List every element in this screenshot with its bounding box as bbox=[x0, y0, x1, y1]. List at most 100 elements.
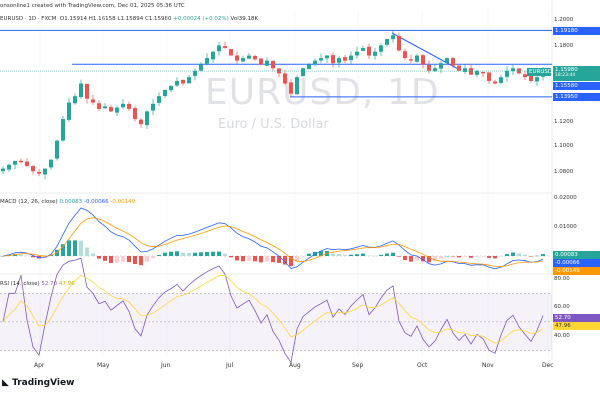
candle-body bbox=[199, 64, 203, 71]
candle-body bbox=[25, 161, 29, 167]
macd-histogram-bar bbox=[139, 256, 143, 266]
candle-body bbox=[241, 58, 245, 62]
macd-histogram-bar bbox=[505, 254, 509, 256]
candle-body bbox=[289, 82, 293, 94]
macd-histogram-bar bbox=[373, 255, 377, 257]
macd-histogram-bar bbox=[193, 252, 197, 256]
candle-body bbox=[433, 68, 437, 72]
candle-body bbox=[427, 64, 431, 71]
candle-body bbox=[127, 103, 131, 109]
candle-body bbox=[349, 55, 353, 61]
macd-histogram-bar bbox=[541, 254, 545, 256]
macd-histogram-bar bbox=[289, 256, 293, 267]
candle-body bbox=[475, 70, 479, 75]
macd-histogram-bar bbox=[31, 256, 35, 258]
candle-body bbox=[523, 74, 527, 78]
candle-body bbox=[469, 68, 473, 75]
candle-body bbox=[115, 107, 119, 113]
candle-body bbox=[481, 71, 485, 74]
macd-histogram-bar bbox=[1, 256, 5, 257]
macd-histogram-bar bbox=[499, 256, 503, 257]
macd-histogram-bar bbox=[301, 256, 305, 257]
macd-histogram-bar bbox=[421, 256, 425, 262]
candle-body bbox=[331, 55, 335, 64]
macd-histogram-bar bbox=[67, 240, 71, 256]
macd-histogram-bar bbox=[535, 255, 539, 257]
candle-body bbox=[415, 55, 419, 62]
symbol[interactable]: EURUSD · 1D · FXCM bbox=[0, 16, 57, 22]
month-label: Oct bbox=[417, 362, 428, 369]
candle-body bbox=[319, 58, 323, 61]
macd-histogram-bar bbox=[307, 253, 311, 256]
candle-body bbox=[139, 119, 143, 125]
macd-histogram-bar bbox=[205, 251, 209, 256]
candle-body bbox=[325, 55, 329, 59]
candle-body bbox=[445, 58, 449, 64]
price-tick: 1.2000 bbox=[554, 17, 574, 23]
candle-body bbox=[247, 55, 251, 59]
candle-body bbox=[421, 55, 425, 65]
rsi-label[interactable]: RSI (14, close) bbox=[0, 281, 40, 287]
candle-body bbox=[169, 86, 173, 91]
change: +0.00024 (+0.02%) bbox=[173, 16, 229, 22]
candle-body bbox=[19, 160, 23, 163]
candle-body bbox=[163, 89, 167, 97]
price-tick: 1.0800 bbox=[554, 169, 574, 175]
candle-body bbox=[157, 96, 161, 103]
macd-histogram-bar bbox=[265, 256, 269, 262]
rsi-legend: RSI (14, close) 52.70 47.96 bbox=[0, 281, 75, 287]
macd-histogram-bar bbox=[91, 253, 95, 256]
macd-histogram-bar bbox=[121, 256, 125, 262]
candle-body bbox=[397, 36, 401, 51]
candle-body bbox=[367, 46, 371, 56]
candle-body bbox=[451, 58, 455, 66]
macd-histogram-bar bbox=[235, 256, 239, 261]
month-label: Jun bbox=[161, 362, 171, 369]
macd-histogram-bar bbox=[427, 256, 431, 263]
macd-histogram-bar bbox=[295, 256, 299, 262]
macd-histogram-bar bbox=[439, 256, 443, 259]
candle-body bbox=[79, 83, 83, 98]
macd-histogram-bar bbox=[175, 251, 179, 256]
macd-histogram-bar bbox=[181, 252, 185, 256]
macd-histogram-bar bbox=[391, 252, 395, 256]
candle-body bbox=[235, 55, 239, 61]
macd-label[interactable]: MACD (12, 26, close) bbox=[0, 199, 58, 205]
macd-histogram-bar bbox=[229, 256, 233, 258]
macd-histogram-bar bbox=[409, 256, 413, 262]
volume: Vol39.18K bbox=[230, 16, 259, 22]
price-tick: 1.1200 bbox=[554, 119, 574, 125]
candle-body bbox=[361, 47, 365, 51]
candle-body bbox=[403, 51, 407, 59]
macd-histogram-bar bbox=[415, 256, 419, 261]
macd-histogram-bar bbox=[475, 256, 479, 257]
macd-histogram-bar bbox=[199, 252, 203, 256]
last-price: 1.15980 bbox=[555, 67, 578, 73]
macd-histogram-bar bbox=[157, 254, 161, 256]
macd-histogram-bar bbox=[481, 256, 485, 257]
month-label: Jul bbox=[226, 362, 234, 369]
macd-histogram-bar bbox=[451, 256, 455, 257]
high: H1.16158 bbox=[88, 16, 116, 22]
watermark-symbol: EURUSD, 1D bbox=[205, 72, 440, 113]
candle-body bbox=[229, 49, 233, 56]
candle-body bbox=[211, 51, 215, 60]
candle-body bbox=[385, 39, 389, 45]
macd-histogram-bar bbox=[169, 251, 173, 256]
macd-histogram-bar bbox=[259, 256, 263, 263]
macd-histogram-bar bbox=[79, 240, 83, 256]
macd-legend: MACD (12, 26, close) 0.00083 -0.00066 -0… bbox=[0, 199, 135, 205]
candle-body bbox=[97, 103, 101, 109]
candle-body bbox=[355, 51, 359, 56]
candle-body bbox=[265, 60, 269, 66]
candle-body bbox=[409, 59, 413, 61]
macd-histogram-bar bbox=[271, 256, 275, 263]
rsi-ma-line bbox=[2, 274, 544, 344]
candle-body bbox=[205, 58, 209, 64]
macd-histogram-bar bbox=[361, 253, 365, 256]
tradingview-logo[interactable]: ◣ TradingView bbox=[2, 378, 75, 388]
macd-hist-value: 0.00083 bbox=[59, 199, 83, 205]
candle-body bbox=[43, 168, 47, 175]
candle-body bbox=[535, 77, 539, 82]
